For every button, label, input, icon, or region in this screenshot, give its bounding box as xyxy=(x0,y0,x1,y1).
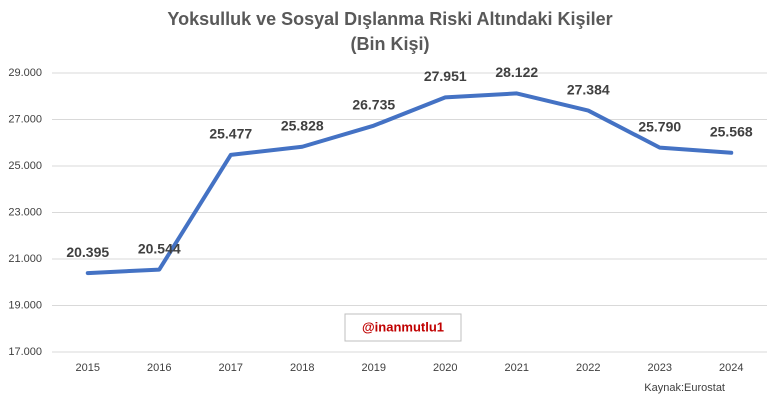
data-label: 20.395 xyxy=(66,244,109,260)
data-label: 25.568 xyxy=(710,123,753,139)
x-tick-label: 2022 xyxy=(576,362,600,374)
y-tick-label: 17.000 xyxy=(8,346,42,358)
y-tick-label: 29.000 xyxy=(8,67,42,79)
data-label: 25.790 xyxy=(638,118,681,134)
y-tick-label: 23.000 xyxy=(8,206,42,218)
watermark: @inanmutlu1 xyxy=(362,319,444,334)
data-label: 20.544 xyxy=(138,240,181,256)
data-label: 25.477 xyxy=(209,126,252,142)
data-label: 27.951 xyxy=(424,68,467,84)
x-tick-label: 2020 xyxy=(433,362,457,374)
chart-title: Yoksulluk ve Sosyal Dışlanma Riski Altın… xyxy=(167,9,612,29)
data-label: 25.828 xyxy=(281,117,324,133)
x-tick-label: 2017 xyxy=(219,362,243,374)
y-tick-label: 25.000 xyxy=(8,160,42,172)
x-tick-label: 2015 xyxy=(76,362,100,374)
x-tick-label: 2018 xyxy=(290,362,314,374)
data-label: 27.384 xyxy=(567,81,610,97)
source-note: Kaynak:Eurostat xyxy=(644,382,725,394)
y-tick-label: 27.000 xyxy=(8,113,42,125)
y-tick-label: 19.000 xyxy=(8,299,42,311)
x-tick-label: 2019 xyxy=(362,362,386,374)
data-label: 26.735 xyxy=(352,96,395,112)
data-label: 28.122 xyxy=(495,64,538,80)
x-tick-label: 2016 xyxy=(147,362,171,374)
watermark-box xyxy=(344,313,462,342)
x-tick-label: 2021 xyxy=(505,362,529,374)
y-tick-label: 21.000 xyxy=(8,253,42,265)
x-tick-label: 2023 xyxy=(648,362,672,374)
x-tick-label: 2024 xyxy=(719,362,743,374)
chart-subtitle: (Bin Kişi) xyxy=(351,34,430,54)
data-line xyxy=(85,91,734,276)
